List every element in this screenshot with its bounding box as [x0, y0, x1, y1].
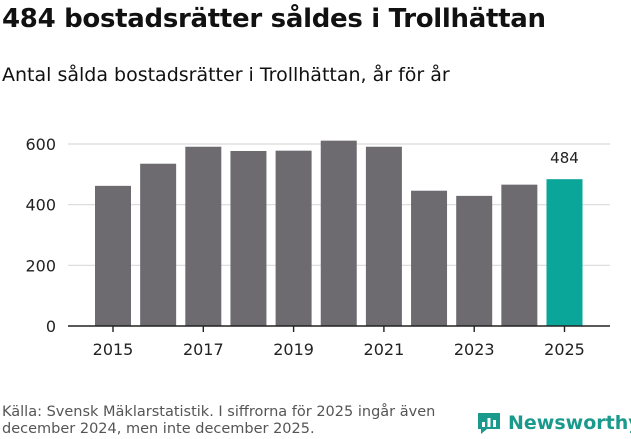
x-tick-label: 2021: [364, 340, 405, 359]
newsworthy-logo-icon: [478, 413, 500, 434]
bar-2024: [501, 184, 538, 326]
bar-2021: [365, 146, 402, 326]
y-tick-label: 400: [25, 196, 56, 215]
bar-2017: [185, 146, 222, 326]
chart-subtitle: Antal sålda bostadsrätter i Trollhättan,…: [2, 64, 450, 86]
data-label-highlight: 484: [550, 149, 579, 167]
y-tick-label: 0: [46, 317, 56, 336]
x-tick-label: 2019: [273, 340, 314, 359]
x-tick-label: 2017: [183, 340, 224, 359]
y-tick-label: 600: [25, 135, 56, 154]
bar-2023: [456, 195, 493, 326]
brand-name: Newsworthy: [508, 412, 631, 434]
y-tick-label: 200: [25, 256, 56, 275]
bar-2025: [546, 179, 583, 326]
bar-2018: [230, 150, 267, 326]
brand-logo: Newsworthy: [476, 408, 631, 438]
bar-chart: 0 200 400 600 484 2015 2017 2019 2021 2023 2025: [25, 135, 610, 359]
bar-2020: [320, 140, 357, 326]
bar-2022: [411, 190, 448, 326]
x-tick-label: 2023: [454, 340, 495, 359]
bar-2019: [275, 150, 312, 326]
x-tick-label: 2015: [93, 340, 134, 359]
bar-2015: [95, 185, 131, 326]
bar-2016: [140, 163, 177, 326]
chart-title: 484 bostadsrätter såldes i Trollhättan: [2, 4, 546, 34]
source-note: Källa: Svensk Mäklarstatistik. I siffror…: [2, 404, 436, 437]
x-tick-label: 2025: [544, 340, 585, 359]
